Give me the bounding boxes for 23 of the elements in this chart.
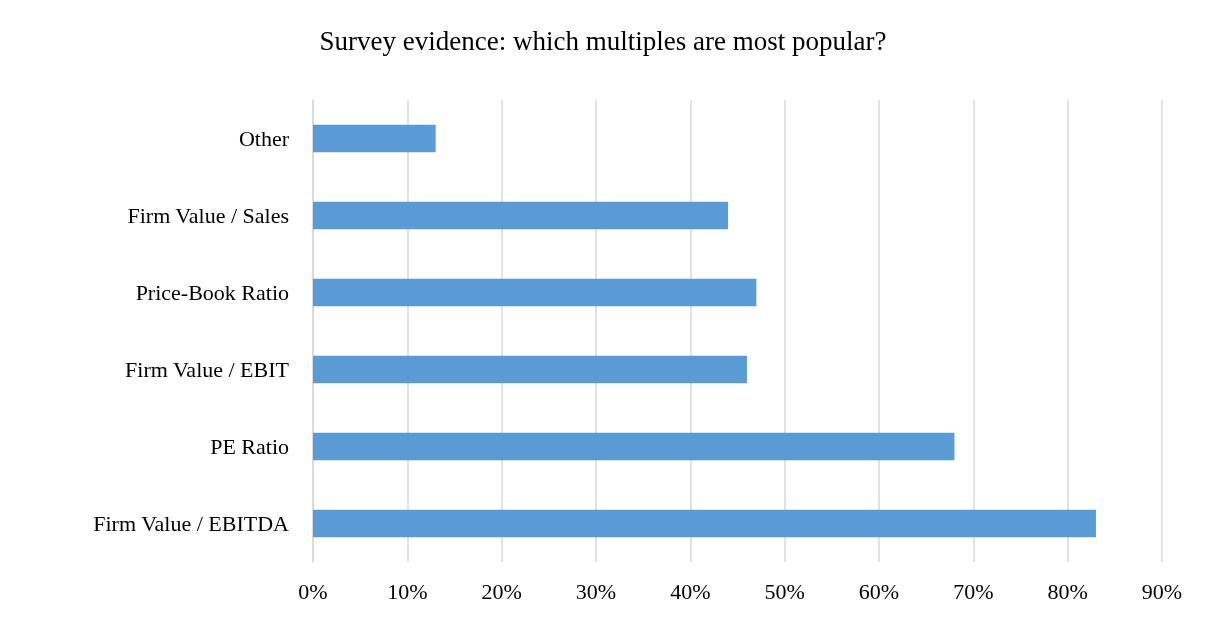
bar: [313, 278, 757, 307]
bar: [313, 355, 747, 384]
x-tick-label: 60%: [858, 578, 900, 604]
y-tick-label: PE Ratio: [210, 434, 289, 459]
chart-title: Survey evidence: which multiples are most popular?: [319, 25, 887, 56]
x-tick-label: 30%: [575, 578, 617, 604]
y-tick-label: Other: [238, 126, 290, 151]
x-tick-label: 50%: [764, 578, 805, 604]
x-tick-label: 10%: [387, 578, 428, 604]
y-tick-label: Firm Value / EBIT: [125, 357, 290, 382]
x-tick-label: 0%: [298, 578, 328, 604]
x-tick-label: 20%: [481, 578, 522, 604]
x-tick-label: 70%: [953, 578, 994, 604]
bar: [313, 432, 955, 461]
x-tick-label: 90%: [1141, 578, 1183, 604]
x-tick-label: 80%: [1047, 578, 1088, 604]
bar: [313, 124, 436, 153]
x-tick-label: 40%: [670, 578, 711, 604]
y-tick-label: Firm Value / Sales: [127, 203, 289, 228]
y-tick-label: Firm Value / EBITDA: [93, 511, 290, 536]
y-tick-label: Price-Book Ratio: [135, 280, 289, 305]
bar: [313, 509, 1096, 538]
bar: [313, 201, 729, 230]
